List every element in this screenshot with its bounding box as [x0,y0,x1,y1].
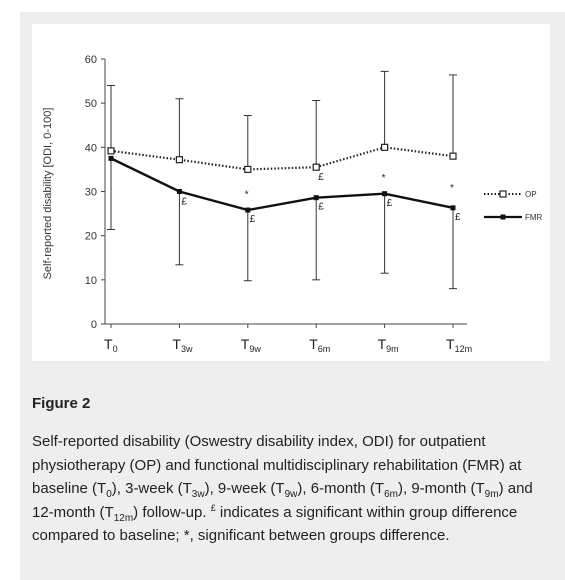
series-line-fmr [110,157,454,212]
x-tick-label: T12m [446,336,472,354]
data-point-fmr [108,155,114,161]
within-group-marker: £ [318,202,324,213]
series-line-op [110,146,454,171]
y-tick-label: 10 [85,275,97,287]
data-point-fmr [313,195,319,201]
y-tick-label: 60 [85,54,97,66]
y-tick-label: 50 [85,98,97,110]
legend-label-op: OP [525,190,537,199]
within-group-marker: £ [181,196,187,207]
figure-title: Figure 2 [32,395,91,412]
within-group-marker: £ [318,172,324,183]
data-point-op [107,147,115,155]
legend-marker-op [499,190,507,198]
legend-label-fmr: FMR [525,213,543,222]
y-tick-label: 20 [85,231,97,243]
x-tick-label: T0 [104,336,118,354]
y-tick-label: 0 [91,319,97,331]
data-point-op [312,163,320,171]
data-point-op [244,165,252,174]
data-point-op [449,152,457,160]
legend-marker-fmr [500,214,506,220]
y-tick-label: 30 [85,187,97,199]
x-tick-label: T3w [172,336,193,354]
y-axis-label: Self-reported disability [ODI, 0-100] [42,108,54,280]
chart-frame: 0 10 20 30 40 50 60 Self-reported disability [O… [32,24,550,361]
x-tick-label: T9m [378,336,399,354]
data-point-fmr [382,191,388,197]
between-group-marker: * [245,190,249,201]
x-tick-label: T6m [309,336,330,354]
x-tick-label: T9w [241,336,262,354]
figure-caption: Self-reported disability (Oswestry disab… [32,433,533,545]
within-group-marker: £ [387,198,393,209]
between-group-marker: * [382,173,386,184]
data-point-fmr [245,207,251,213]
data-point-op [381,143,389,151]
within-group-marker: £ [250,214,256,225]
line-chart: 0 10 20 30 40 50 60 Self-reported disability [O… [42,54,543,354]
figure-panel: 0 10 20 30 40 50 60 Self-reported disability [O… [20,12,565,580]
data-point-fmr [450,205,456,211]
between-group-marker: * [450,183,454,194]
y-tick-label: 40 [85,142,97,154]
data-point-fmr [176,189,182,194]
data-point-op [175,156,183,164]
within-group-marker: £ [455,212,461,223]
